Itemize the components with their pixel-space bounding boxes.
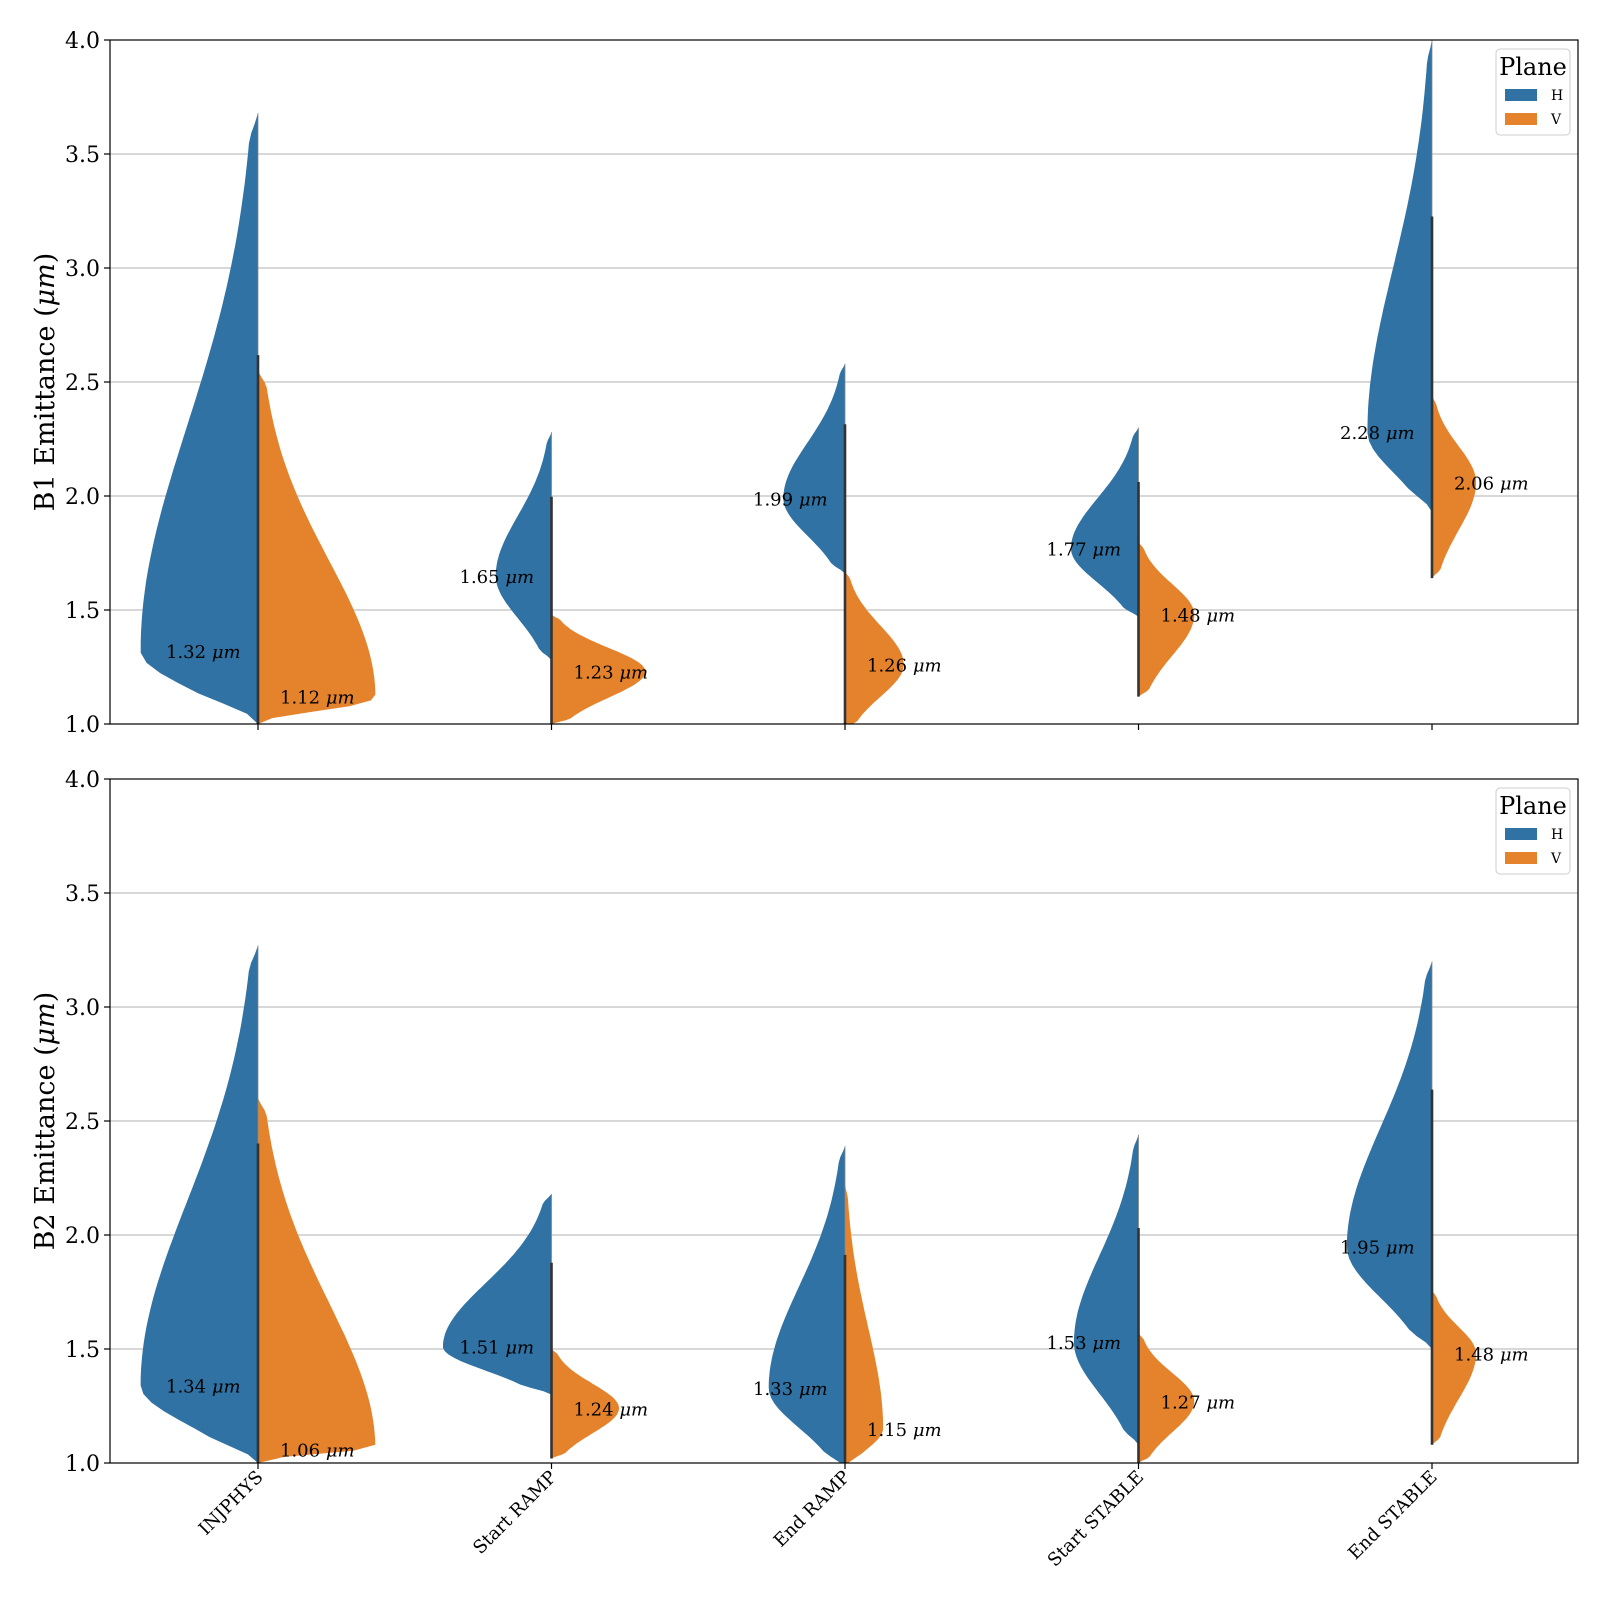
legend-swatch-V: [1505, 852, 1537, 864]
legend-swatch-H: [1505, 89, 1537, 101]
violin-V-0: [258, 370, 376, 724]
legend-label-H: H: [1551, 827, 1563, 843]
violin-V-0: [258, 1098, 376, 1463]
y-tick-label: 2.0: [65, 485, 100, 510]
violin-H-3: [1071, 427, 1139, 617]
median-label-H-0: 1.32 μm: [166, 642, 241, 663]
y-tick-label: 4.0: [65, 768, 100, 793]
x-category-label: Start STABLE: [1044, 1467, 1148, 1571]
y-tick-label: 1.5: [65, 599, 100, 624]
legend-label-H: H: [1551, 88, 1563, 104]
plot-frame: [109, 39, 1579, 725]
median-label-H-3: 1.53 μm: [1047, 1333, 1122, 1354]
x-category-label: End STABLE: [1344, 1467, 1441, 1564]
y-tick-label: 4.0: [65, 29, 100, 54]
median-label-V-0: 1.12 μm: [280, 688, 355, 709]
legend: Plane HV: [1495, 787, 1571, 875]
legend-swatch-H: [1505, 828, 1537, 840]
median-label-H-2: 1.33 μm: [753, 1379, 828, 1400]
y-tick-label: 3.0: [65, 257, 100, 282]
y-axis-label: B1 Emittance (μm): [30, 253, 61, 512]
median-label-H-4: 1.95 μm: [1340, 1237, 1415, 1258]
y-tick-label: 1.0: [65, 713, 100, 738]
violin-H-2: [768, 1146, 845, 1463]
y-tick-label: 3.0: [65, 996, 100, 1021]
median-label-H-1: 1.65 μm: [460, 567, 535, 588]
legend-label-V: V: [1550, 851, 1562, 867]
median-label-H-4: 2.28 μm: [1340, 423, 1415, 444]
median-label-V-4: 2.06 μm: [1454, 473, 1529, 494]
violin-H-1: [443, 1193, 552, 1395]
y-tick-label: 1.0: [65, 1452, 100, 1477]
y-tick-label: 2.0: [65, 1224, 100, 1249]
violin-H-1: [495, 432, 552, 661]
median-label-V-1: 1.23 μm: [574, 663, 649, 684]
y-tick-label: 3.5: [65, 882, 100, 907]
median-label-H-0: 1.34 μm: [166, 1376, 241, 1397]
median-label-H-1: 1.51 μm: [460, 1338, 535, 1359]
violin-H-4: [1367, 40, 1432, 512]
median-label-H-2: 1.99 μm: [753, 489, 828, 510]
violin-H-4: [1346, 961, 1432, 1349]
violin-H-2: [783, 363, 845, 574]
violin-V-4: [1432, 1289, 1476, 1445]
legend-title: Plane: [1499, 53, 1567, 81]
y-axis-label: B2 Emittance (μm): [30, 992, 61, 1251]
legend: Plane HV: [1495, 48, 1571, 136]
violin-H-0: [140, 945, 258, 1463]
top-panel-b1: 1.0 1.5 2.0 2.5 3.0 3.5 4.0 1.32 μm 1.65 μm 1.99 …: [30, 29, 1579, 738]
y-tick-label: 3.5: [65, 143, 100, 168]
violin-V-1: [551, 614, 646, 724]
median-label-V-2: 1.26 μm: [867, 656, 942, 677]
violin-V-1: [551, 1349, 619, 1459]
x-category-label: Start RAMP: [469, 1467, 561, 1559]
legend-swatch-V: [1505, 113, 1537, 125]
violin-V-3: [1138, 1333, 1195, 1463]
median-label-V-2: 1.15 μm: [867, 1420, 942, 1441]
violin-H-0: [140, 112, 258, 724]
violin-V-2: [845, 1184, 884, 1463]
y-tick-label: 2.5: [65, 371, 100, 396]
median-label-V-3: 1.27 μm: [1161, 1392, 1236, 1413]
violin-V-2: [845, 571, 904, 724]
legend-label-V: V: [1550, 112, 1562, 128]
y-tick-label: 1.5: [65, 1338, 100, 1363]
median-label-V-3: 1.48 μm: [1161, 606, 1236, 627]
median-label-V-1: 1.24 μm: [574, 1399, 649, 1420]
violins: [140, 945, 1476, 1463]
median-label-V-0: 1.06 μm: [280, 1440, 355, 1461]
violins: [140, 40, 1476, 724]
violin-H-3: [1073, 1134, 1139, 1445]
x-category-label: INJPHYS: [195, 1467, 268, 1540]
violin-V-4: [1432, 395, 1476, 579]
bottom-panel-b2: 1.0 1.5 2.0 2.5 3.0 3.5 4.0 1.34 μm 1.51 μm 1.33 …: [30, 768, 1579, 1477]
violin-V-3: [1138, 541, 1195, 697]
y-tick-label: 2.5: [65, 1110, 100, 1135]
x-category-label: End RAMP: [770, 1467, 855, 1552]
legend-title: Plane: [1499, 792, 1567, 820]
median-label-V-4: 1.48 μm: [1454, 1345, 1529, 1366]
x-category-labels: INJPHYS Start RAMP End RAMP Start STABLE End…: [195, 1467, 1442, 1571]
plot-frame: [109, 778, 1579, 1464]
median-label-H-3: 1.77 μm: [1047, 539, 1122, 560]
